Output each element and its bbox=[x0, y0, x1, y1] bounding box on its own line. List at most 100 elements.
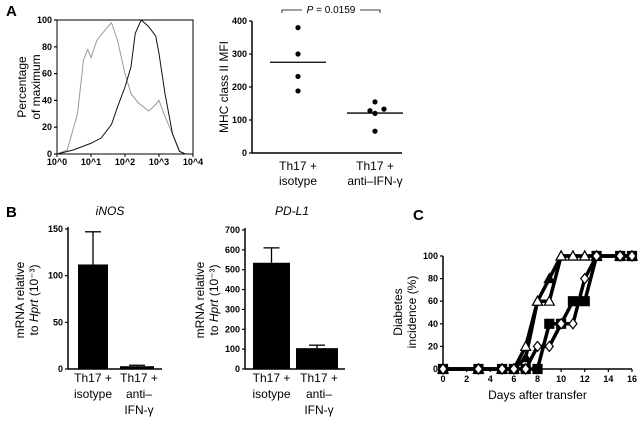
gene-name: Hprt bbox=[207, 299, 221, 322]
marker-filled-triangle bbox=[519, 351, 532, 363]
p-symbol: P bbox=[307, 5, 314, 16]
marker-open-triangle bbox=[519, 340, 532, 351]
marker-filled-triangle bbox=[543, 272, 556, 284]
y-tick-label: 0 bbox=[433, 364, 438, 374]
data-point bbox=[295, 73, 301, 80]
marker-open-diamond bbox=[520, 363, 531, 375]
marker-open-diamond bbox=[556, 317, 566, 330]
category-label: IFN-γ bbox=[124, 403, 153, 417]
marker-open-diamond bbox=[532, 340, 543, 353]
y-tick-label: 80 bbox=[428, 274, 438, 284]
axis-label-line: mRNA relative bbox=[13, 261, 27, 338]
category-label: Th17 + bbox=[279, 159, 317, 173]
y-tick-label: 0 bbox=[47, 149, 52, 159]
y-tick-label: 300 bbox=[225, 304, 240, 314]
y-tick-label: 200 bbox=[232, 82, 247, 92]
panel-label-b: B bbox=[6, 204, 17, 221]
category-label: IFN-γ bbox=[304, 403, 333, 417]
bar bbox=[253, 262, 290, 369]
significance-bracket bbox=[281, 9, 381, 13]
category-label: isotype bbox=[74, 387, 112, 401]
y-tick-label: 0 bbox=[235, 364, 240, 374]
y-tick-label: 20 bbox=[428, 341, 438, 351]
x-tick-label: 14 bbox=[603, 374, 613, 384]
data-point bbox=[372, 99, 378, 105]
gene-name: Hprt bbox=[27, 299, 41, 322]
data-point bbox=[381, 106, 387, 112]
x-tick-label: 4 bbox=[488, 374, 493, 384]
histogram-curve-1 bbox=[56, 19, 186, 155]
x-tick-label: 10^1 bbox=[81, 157, 101, 167]
marker-open-triangle bbox=[531, 294, 544, 306]
category-label: isotype bbox=[279, 174, 317, 188]
y-tick-label: 500 bbox=[225, 265, 240, 275]
marker-open-diamond bbox=[591, 250, 602, 262]
marker-open-diamond bbox=[544, 340, 555, 353]
panel-label-c: C bbox=[413, 207, 424, 224]
marker-filled-square bbox=[532, 363, 543, 375]
marker-open-diamond bbox=[579, 272, 590, 285]
y-tick-label: 50 bbox=[53, 317, 63, 327]
bar bbox=[78, 264, 108, 369]
x-tick-label: 8 bbox=[535, 374, 540, 384]
category-label: anti–IFN-γ bbox=[347, 174, 402, 188]
axis-label-line: of maximum bbox=[29, 54, 43, 119]
marker-open-triangle bbox=[555, 249, 568, 261]
x-tick-label: 10^4 bbox=[183, 157, 203, 167]
category-label: Th17 + bbox=[74, 371, 112, 385]
chart-title: iNOS bbox=[96, 204, 125, 218]
x-tick-label: 6 bbox=[511, 374, 516, 384]
y-tick-label: 200 bbox=[225, 324, 240, 334]
axis-label-line: MHC class II MFI bbox=[217, 41, 231, 133]
y-tick-label: 0 bbox=[58, 364, 63, 374]
data-point bbox=[295, 51, 301, 57]
y-tick-label: 700 bbox=[225, 225, 240, 235]
y-axis-label: mRNA relativeto Hprt (10⁻³) bbox=[13, 261, 41, 338]
category-label: Th17 + bbox=[300, 371, 338, 385]
category-label: anti– bbox=[306, 387, 332, 401]
x-tick-label: 10^3 bbox=[149, 157, 169, 167]
y-tick-label: 0 bbox=[242, 148, 247, 158]
y-tick-label: 40 bbox=[42, 95, 52, 105]
marker-open-triangle bbox=[578, 249, 591, 261]
category-label: Th17 + bbox=[253, 371, 291, 385]
y-axis-label: Diabetesincidence (%) bbox=[391, 276, 419, 349]
y-tick-label: 100 bbox=[225, 344, 240, 354]
histogram-curve-0 bbox=[56, 21, 186, 155]
marker-open-diamond bbox=[615, 250, 625, 262]
y-tick-label: 100 bbox=[423, 251, 438, 261]
category-label: isotype bbox=[252, 387, 290, 401]
axis-label-line: to Hprt (10⁻³) bbox=[27, 264, 41, 335]
x-tick-label: 10 bbox=[556, 374, 566, 384]
x-tick-label: 10^0 bbox=[47, 157, 67, 167]
y-axis-label: Percentageof maximum bbox=[15, 54, 43, 119]
x-tick-label: 16 bbox=[627, 374, 637, 384]
y-tick-label: 150 bbox=[48, 224, 63, 234]
y-tick-label: 20 bbox=[42, 122, 52, 132]
y-tick-label: 400 bbox=[232, 16, 247, 26]
axis-label-line: to Hprt (10⁻³) bbox=[207, 264, 221, 335]
x-tick-label: 0 bbox=[440, 374, 445, 384]
marker-open-triangle bbox=[543, 294, 556, 306]
panel-label-a: A bbox=[6, 3, 17, 20]
y-axis-label: MHC class II MFI bbox=[217, 41, 231, 133]
marker-open-triangle bbox=[566, 249, 579, 261]
marker-open-diamond bbox=[473, 363, 484, 375]
y-tick-label: 60 bbox=[428, 296, 438, 306]
marker-open-diamond bbox=[568, 317, 578, 330]
x-tick-label: 12 bbox=[580, 374, 590, 384]
data-point bbox=[295, 88, 301, 94]
axis-label-line: mRNA relative bbox=[193, 261, 207, 338]
marker-filled-square bbox=[567, 296, 579, 307]
y-tick-label: 80 bbox=[42, 42, 52, 52]
y-axis-label: mRNA relativeto Hprt (10⁻³) bbox=[193, 261, 221, 338]
y-tick-label: 40 bbox=[428, 319, 438, 329]
data-point bbox=[367, 108, 373, 114]
x-tick-label: 10^2 bbox=[115, 157, 135, 167]
y-tick-label: 300 bbox=[232, 49, 247, 59]
axis-label-line: Diabetes bbox=[391, 288, 405, 335]
marker-filled-square bbox=[544, 318, 555, 329]
p-value: P = 0.0159 bbox=[307, 5, 356, 16]
y-tick-label: 60 bbox=[42, 69, 52, 79]
